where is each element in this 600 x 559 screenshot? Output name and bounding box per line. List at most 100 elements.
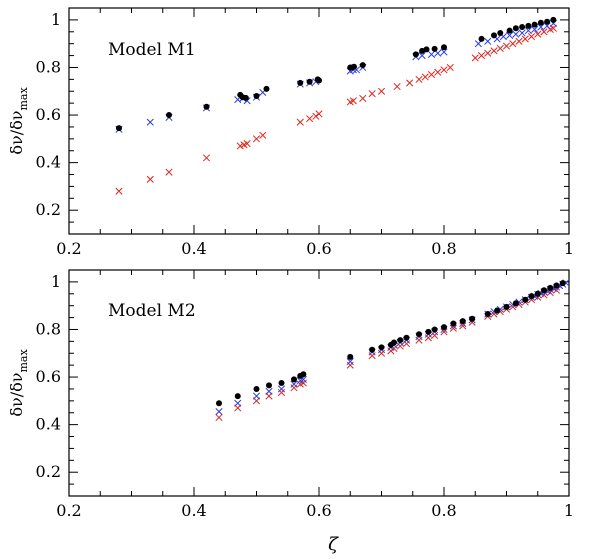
point-black-dot [512, 25, 519, 32]
point-black-dot [537, 19, 544, 26]
point-red-cross [415, 336, 423, 344]
point-blue-cross [265, 387, 273, 395]
point-black-dot [397, 337, 404, 344]
point-red-cross [215, 413, 223, 422]
point-black-dot [234, 393, 241, 400]
point-blue-cross [440, 48, 448, 56]
x-tick-label: 1 [564, 501, 574, 520]
tick-labels: 0.2 0.4 0.6 0.8 1 0.2 0.4 0.6 0.8 1 [36, 272, 575, 520]
point-red-cross [431, 331, 439, 339]
point-black-dot [297, 79, 304, 86]
point-black-dot [522, 296, 529, 303]
x-axis-title: ζ [328, 534, 339, 555]
point-red-cross [449, 324, 457, 332]
point-blue-cross [252, 392, 261, 400]
point-blue-cross [531, 25, 539, 33]
point-blue-cross [524, 27, 532, 35]
point-black-dot [459, 318, 466, 325]
point-blue-cross [290, 380, 298, 388]
point-blue-cross [346, 358, 354, 366]
y-tick-label: 0.4 [36, 415, 61, 434]
point-red-cross [434, 68, 442, 76]
point-red-cross [496, 44, 504, 52]
point-red-cross [406, 79, 414, 87]
point-black-dot [550, 16, 557, 23]
point-red-cross [421, 73, 429, 81]
point-black-dot [166, 112, 172, 119]
point-black-dot [431, 326, 438, 333]
point-red-cross [393, 82, 401, 91]
point-black-dot [484, 311, 491, 318]
point-black-dot [553, 282, 560, 289]
point-red-cross [377, 87, 386, 95]
point-red-cross [359, 94, 367, 102]
point-blue-cross [277, 385, 286, 393]
point-blue-cross [518, 29, 526, 37]
point-red-cross [477, 52, 486, 60]
point-black-dot [512, 300, 519, 307]
point-black-dot [266, 382, 272, 389]
point-blue-cross [484, 37, 492, 45]
x-tick-label: 0.6 [306, 501, 331, 520]
point-red-cross [296, 118, 304, 126]
point-black-dot [491, 32, 497, 39]
point-red-cross [502, 42, 511, 50]
point-black-dot [242, 94, 249, 101]
point-black-dot [531, 21, 538, 28]
y-axis-title: δν/δνmax [7, 349, 30, 417]
y-axis-title: δν/δνmax [7, 87, 30, 155]
point-black-dot [369, 346, 376, 353]
point-black-dot [316, 77, 322, 84]
point-red-cross [552, 286, 561, 294]
point-red-cross [427, 71, 436, 79]
y-tick-label: 0.6 [36, 367, 61, 386]
point-red-cross [521, 35, 529, 43]
x-tick-label: 0.8 [431, 239, 456, 258]
point-black-dot [534, 290, 541, 297]
point-black-dot [478, 35, 485, 42]
point-blue-cross [215, 407, 223, 416]
x-tick-label: 1 [564, 239, 574, 258]
point-blue-cross [418, 52, 426, 60]
point-red-cross [415, 75, 423, 83]
point-red-cross [509, 40, 517, 48]
point-black-dot [450, 320, 457, 327]
point-black-dot [423, 46, 430, 53]
point-red-cross [387, 347, 395, 355]
point-black-dot [494, 307, 501, 314]
point-black-dot [278, 380, 285, 386]
point-red-cross [306, 115, 314, 123]
y-tick-label: 0.8 [36, 57, 61, 76]
point-black-dot [291, 376, 297, 383]
point-red-cross [146, 175, 154, 183]
point-red-cross [315, 110, 323, 118]
data-marks [115, 16, 557, 195]
y-tick-label: 0.2 [36, 200, 61, 219]
point-red-cross [484, 49, 492, 57]
point-black-dot [506, 27, 513, 34]
point-red-cross [346, 361, 354, 369]
point-red-cross [377, 349, 386, 357]
point-black-dot [525, 22, 532, 29]
data-marks [215, 279, 570, 422]
point-red-cross [440, 66, 448, 74]
point-red-cross [368, 352, 376, 360]
point-red-cross [527, 32, 536, 41]
point-black-dot [253, 93, 260, 100]
point-black-dot [300, 371, 307, 378]
point-red-cross [202, 154, 211, 162]
point-red-cross [165, 168, 173, 176]
point-blue-cross [427, 50, 436, 58]
point-black-dot [347, 353, 354, 360]
panel-title: Model M2 [108, 301, 196, 321]
point-black-dot [351, 63, 357, 70]
y-tick-label: 1 [51, 272, 61, 291]
point-red-cross [424, 334, 432, 342]
y-tick-label: 1 [51, 10, 61, 29]
point-black-dot [425, 328, 432, 335]
point-black-dot [541, 287, 547, 294]
point-red-cross [540, 28, 548, 36]
tick-marks [68, 270, 570, 497]
point-red-cross [440, 328, 448, 336]
